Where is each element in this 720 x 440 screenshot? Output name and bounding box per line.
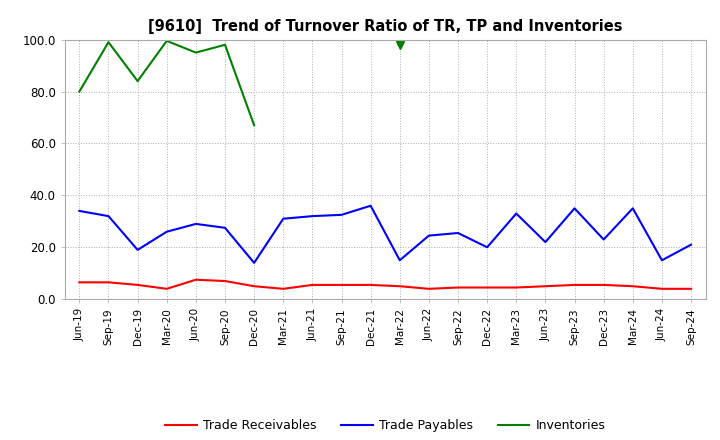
Trade Receivables bbox=[629, 284, 637, 289]
Trade Payables bbox=[395, 258, 404, 263]
Trade Payables bbox=[512, 211, 521, 216]
Trade Payables bbox=[163, 229, 171, 235]
Text: [9610]  Trend of Turnover Ratio of TR, TP and Inventories: [9610] Trend of Turnover Ratio of TR, TP… bbox=[148, 19, 623, 34]
Trade Receivables bbox=[133, 282, 142, 288]
Trade Receivables bbox=[570, 282, 579, 288]
Trade Receivables bbox=[366, 282, 375, 288]
Inventories bbox=[133, 78, 142, 84]
Line: Inventories: Inventories bbox=[79, 41, 254, 125]
Trade Receivables bbox=[250, 284, 258, 289]
Inventories bbox=[75, 89, 84, 94]
Trade Payables bbox=[75, 208, 84, 213]
Trade Payables bbox=[250, 260, 258, 265]
Trade Payables bbox=[599, 237, 608, 242]
Line: Trade Payables: Trade Payables bbox=[79, 206, 691, 263]
Inventories bbox=[250, 123, 258, 128]
Trade Receivables bbox=[454, 285, 462, 290]
Trade Payables bbox=[425, 233, 433, 238]
Inventories bbox=[163, 38, 171, 44]
Inventories bbox=[104, 40, 113, 45]
Trade Receivables bbox=[337, 282, 346, 288]
Inventories bbox=[220, 42, 229, 48]
Trade Payables bbox=[220, 225, 229, 231]
Trade Receivables bbox=[192, 277, 200, 282]
Trade Receivables bbox=[512, 285, 521, 290]
Trade Receivables bbox=[687, 286, 696, 291]
Legend: Trade Receivables, Trade Payables, Inventories: Trade Receivables, Trade Payables, Inven… bbox=[161, 414, 610, 437]
Trade Payables bbox=[541, 239, 550, 245]
Trade Receivables bbox=[599, 282, 608, 288]
Trade Payables bbox=[308, 213, 317, 219]
Trade Payables bbox=[483, 245, 492, 250]
Trade Receivables bbox=[279, 286, 287, 291]
Trade Payables bbox=[454, 231, 462, 236]
Inventories bbox=[192, 50, 200, 55]
Trade Receivables bbox=[104, 280, 113, 285]
Trade Payables bbox=[687, 242, 696, 247]
Trade Payables bbox=[133, 247, 142, 253]
Trade Receivables bbox=[395, 284, 404, 289]
Trade Receivables bbox=[75, 280, 84, 285]
Line: Trade Receivables: Trade Receivables bbox=[79, 280, 691, 289]
Trade Receivables bbox=[541, 284, 550, 289]
Trade Receivables bbox=[657, 286, 666, 291]
Trade Receivables bbox=[220, 279, 229, 284]
Trade Payables bbox=[104, 213, 113, 219]
Trade Payables bbox=[366, 203, 375, 209]
Trade Payables bbox=[192, 221, 200, 227]
Trade Receivables bbox=[308, 282, 317, 288]
Trade Payables bbox=[279, 216, 287, 221]
Trade Receivables bbox=[163, 286, 171, 291]
Trade Payables bbox=[570, 205, 579, 211]
Trade Payables bbox=[337, 212, 346, 217]
Trade Receivables bbox=[483, 285, 492, 290]
Trade Receivables bbox=[425, 286, 433, 291]
Trade Payables bbox=[629, 205, 637, 211]
Trade Payables bbox=[657, 258, 666, 263]
